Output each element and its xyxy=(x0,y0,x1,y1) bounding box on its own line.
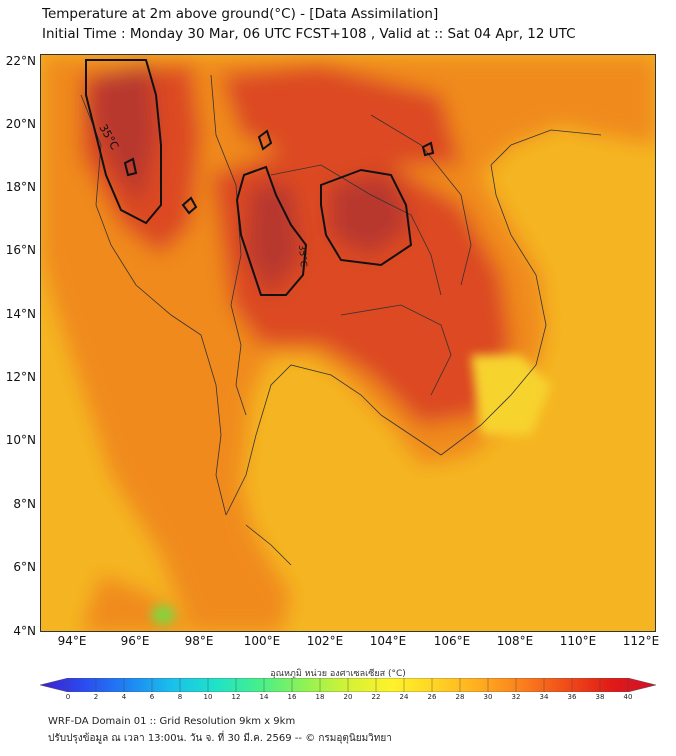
colorbar-tick-label: 40 xyxy=(623,693,633,701)
contour-central-dot xyxy=(181,196,198,215)
colorbar-tick-label: 32 xyxy=(511,693,521,701)
contour-vietnam-dot xyxy=(421,141,435,157)
border-thailand-laos xyxy=(270,164,442,296)
lon-label: 110°E xyxy=(559,634,597,648)
chart-subtitle: Initial Time : Monday 30 Mar, 06 UTC FCS… xyxy=(42,26,576,42)
footer-model-info: WRF-DA Domain 01 :: Grid Resolution 9km … xyxy=(48,716,296,727)
hottest-zone-central xyxy=(246,185,301,295)
contour-myanmar-small xyxy=(123,157,138,177)
colorbar-tick-label: 8 xyxy=(177,693,183,701)
lat-label: 8°N xyxy=(13,497,36,511)
chart-title: Temperature at 2m above ground(°C) - [Da… xyxy=(42,6,439,22)
coastline-gulf xyxy=(225,364,442,516)
lat-label: 14°N xyxy=(5,307,36,321)
lon-label: 94°E xyxy=(57,634,87,648)
colorbar-tick-label: 38 xyxy=(595,693,605,701)
contour-north-dot xyxy=(257,129,273,151)
lon-label: 102°E xyxy=(306,634,344,648)
colorbar-tick-label: 2 xyxy=(93,693,99,701)
lon-label: 100°E xyxy=(243,634,281,648)
lon-label: 96°E xyxy=(120,634,150,648)
colorbar-tick-label: 26 xyxy=(427,693,437,701)
lat-label: 20°N xyxy=(5,117,36,131)
colorbar-tick-label: 10 xyxy=(203,693,213,701)
colorbar-tick-label: 0 xyxy=(65,693,71,701)
cool-patch-sumatra xyxy=(151,605,175,625)
lon-label: 108°E xyxy=(496,634,534,648)
colorbar-tick-label: 12 xyxy=(231,693,241,701)
temperature-map: 35°C 35°C xyxy=(41,55,655,631)
lon-label: 106°E xyxy=(433,634,471,648)
lon-label: 112°E xyxy=(622,634,660,648)
lat-label: 6°N xyxy=(13,560,36,574)
border-myanmar-thailand xyxy=(210,74,247,416)
contour-central xyxy=(235,165,308,296)
footer-update-info: ปรับปรุงข้อมูล ณ เวลา 13:00น. วัน จ. ที่… xyxy=(48,733,392,744)
colorbar-tick-label: 6 xyxy=(149,693,155,701)
colorbar xyxy=(40,678,656,692)
colorbar-tick-label: 18 xyxy=(315,693,325,701)
contour-label-35c-central: 35°C xyxy=(296,244,308,267)
colorbar-tick-label: 20 xyxy=(343,693,353,701)
lat-label: 18°N xyxy=(5,180,36,194)
colorbar-tick-label: 30 xyxy=(483,693,493,701)
coastline-west xyxy=(80,94,227,516)
lat-label: 12°N xyxy=(5,370,36,384)
colorbar-tick-label: 16 xyxy=(287,693,297,701)
lat-label: 22°N xyxy=(5,54,36,68)
hottest-zone-east xyxy=(331,175,411,255)
hot-zone-north xyxy=(221,65,461,165)
colorbar-tick-label: 36 xyxy=(567,693,577,701)
colorbar-tick-label: 24 xyxy=(399,693,409,701)
colorbar-tick-label: 4 xyxy=(121,693,127,701)
contour-myanmar xyxy=(85,59,162,225)
contour-northeast xyxy=(320,168,413,267)
hottest-zone-myanmar xyxy=(91,65,156,205)
colorbar-tick-label: 14 xyxy=(259,693,269,701)
border-laos-vietnam xyxy=(370,114,472,286)
border-malaysia xyxy=(245,524,292,566)
border-cambodia xyxy=(340,304,452,396)
colorbar-title: อุณหภูมิ หน่วย องศาเซลเซียส (°C) xyxy=(270,669,406,679)
lat-label: 16°N xyxy=(5,243,36,257)
lon-label: 98°E xyxy=(184,634,214,648)
lat-label: 10°N xyxy=(5,433,36,447)
colorbar-tick-label: 34 xyxy=(539,693,549,701)
map-panel: 35°C 35°C xyxy=(40,54,656,632)
lat-label: 4°N xyxy=(13,624,36,638)
coastline-east xyxy=(440,129,602,456)
contour-35c xyxy=(85,59,435,296)
colorbar-tick-label: 28 xyxy=(455,693,465,701)
colorbar-tick-label: 22 xyxy=(371,693,381,701)
lon-label: 104°E xyxy=(369,634,407,648)
country-borders xyxy=(80,74,602,566)
